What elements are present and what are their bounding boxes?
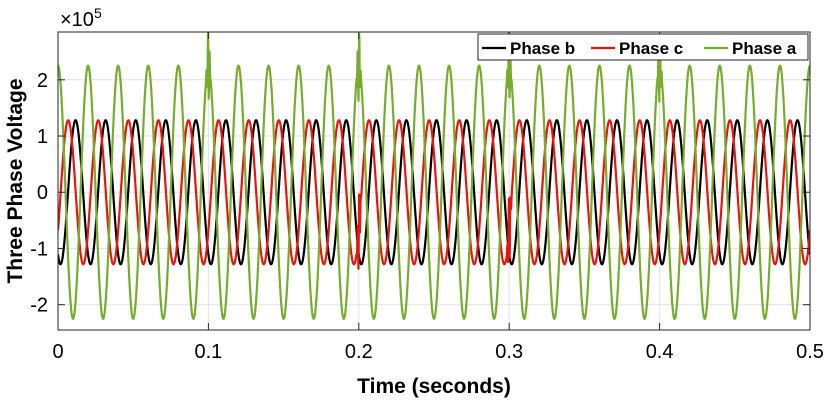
x-tick-label: 0.2 bbox=[345, 341, 373, 363]
x-tick-label: 0 bbox=[52, 341, 63, 363]
x-tick-label: 0.5 bbox=[796, 341, 824, 363]
legend-box bbox=[477, 33, 809, 61]
legend-entry: Phase b bbox=[510, 39, 575, 58]
y-tick-label: -2 bbox=[30, 295, 48, 317]
y-tick-label: 1 bbox=[37, 126, 48, 148]
x-axis-label: Time (seconds) bbox=[357, 375, 511, 398]
series-line-phase-c bbox=[58, 119, 810, 270]
legend-entry: Phase a bbox=[732, 39, 797, 58]
x-tick-label: 0.4 bbox=[646, 341, 674, 363]
plot-frame bbox=[57, 31, 811, 331]
series-line-phase-b bbox=[58, 119, 810, 266]
axis-ticks: 0 0.1 0.2 0.3 0.4 0.5 2 1 0 -1 -2 bbox=[30, 32, 824, 363]
x-tick-label: 0.3 bbox=[495, 341, 523, 363]
legend-entry: Phase c bbox=[619, 39, 683, 58]
x-tick-label: 0.1 bbox=[194, 341, 222, 363]
legend: Phase b Phase c Phase a bbox=[477, 33, 809, 61]
y-tick-label: 0 bbox=[37, 182, 48, 204]
series-lines bbox=[58, 32, 810, 321]
y-tick-label: 2 bbox=[37, 70, 48, 92]
y-axis-label: Three Phase Voltage bbox=[4, 78, 27, 283]
series-line-phase-a bbox=[58, 32, 810, 321]
y-multiplier-label: ×105 bbox=[60, 5, 102, 31]
y-tick-label: -1 bbox=[30, 238, 48, 260]
